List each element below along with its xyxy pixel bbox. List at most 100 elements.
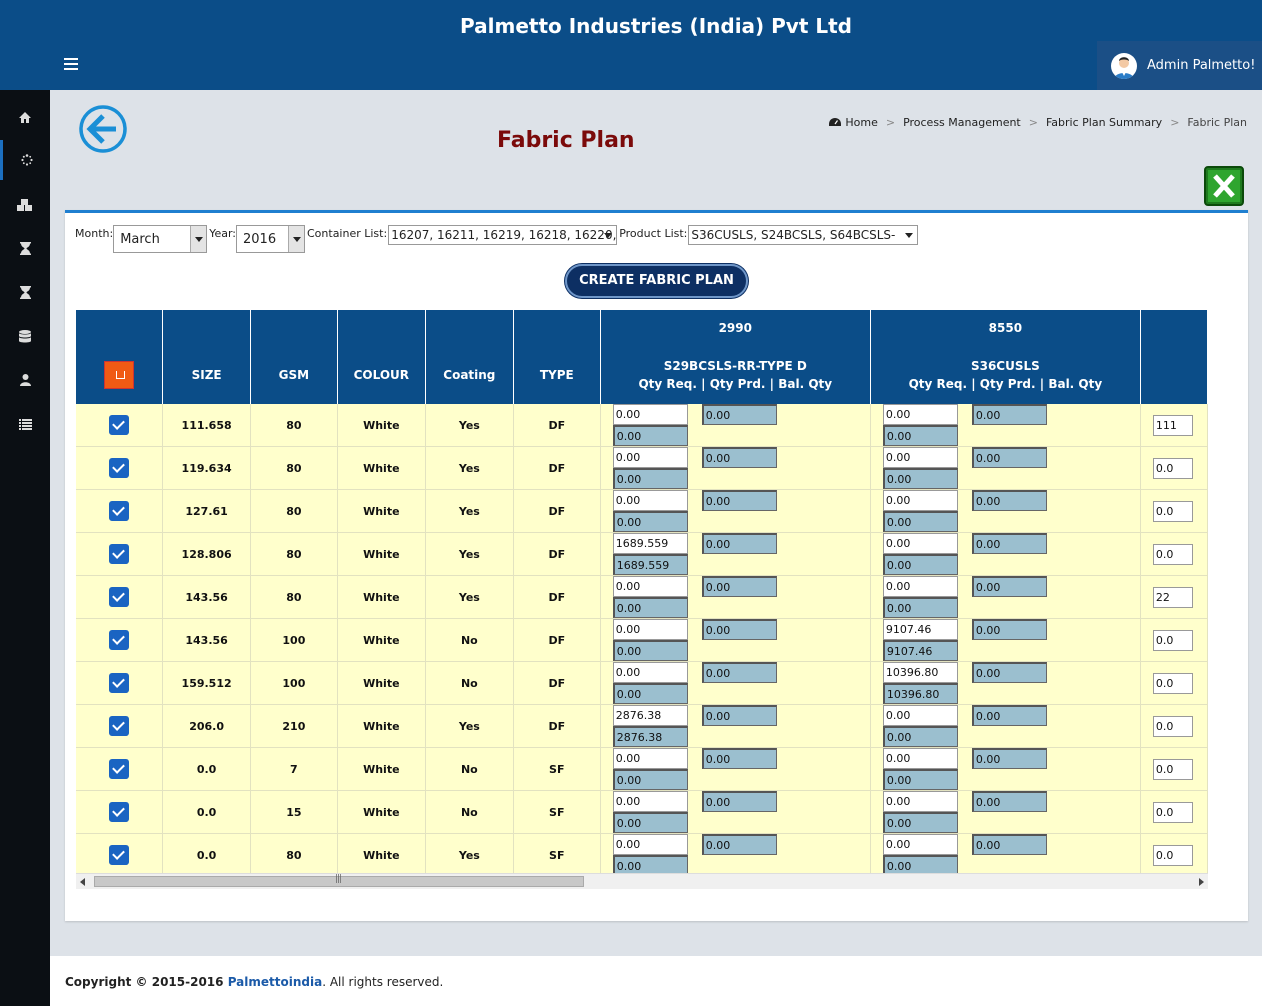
page-title: Fabric Plan [497,128,635,153]
row-checkbox[interactable] [109,845,130,865]
qty-required-input[interactable]: 0.00 [612,791,688,812]
row-select-cell [76,747,164,791]
qty-required-input[interactable]: 1689.559 [612,533,688,554]
row-select-cell [76,575,164,619]
qty-required-input[interactable]: 0.0 [1152,715,1193,737]
qty-produced-field: 0.00 [701,662,777,683]
qty-balance-field: 0.00 [882,425,958,446]
qty-required-input[interactable]: 9107.46 [882,619,958,640]
scroll-left-icon[interactable] [80,878,85,886]
row-checkbox[interactable] [109,802,130,822]
sidebar-item-process[interactable] [0,140,50,180]
qty-required-input[interactable]: 0.00 [882,404,958,425]
product-name: S29BCSLS-RR-TYPE D [663,359,807,373]
cell-coating: No [425,661,514,705]
scrollbar-thumb[interactable] [94,874,584,887]
qty-required-input[interactable]: 111 [1152,414,1193,436]
container-list-select[interactable]: 16207, 16211, 16219, 16218, 16220, [388,225,618,245]
sidebar-item-list[interactable] [0,404,50,444]
qty-required-input[interactable]: 0.00 [882,447,958,468]
qty-required-input[interactable]: 0.00 [882,748,958,769]
cell-qty-group: 0.0 [1140,618,1208,662]
qty-required-input[interactable]: 0.00 [612,748,688,769]
cubes-icon [17,198,32,211]
qty-required-input[interactable]: 0.0 [1152,629,1193,651]
cell-gsm: 100 [250,618,338,662]
menu-toggle-icon[interactable] [64,58,78,70]
month-value: March [120,232,160,247]
breadcrumb-process-management[interactable]: Process Management [903,116,1021,129]
product-list-select[interactable]: S36CUSLS, S24BCSLS, S64BCSLS- [688,225,919,245]
cell-coating: No [425,618,514,662]
horizontal-scrollbar[interactable] [76,873,1208,889]
group-header-empty [337,310,426,346]
cell-qty-group: 0.0 [1140,704,1208,748]
qty-required-input[interactable]: 0.0 [1152,672,1193,694]
sidebar-brand-block [0,0,50,90]
qty-required-input[interactable]: 0.0 [1152,500,1193,522]
qty-required-input[interactable]: 0.00 [882,705,958,726]
qty-required-input[interactable]: 0.00 [612,662,688,683]
copyright-link[interactable]: Palmettoindia [227,975,323,989]
row-checkbox[interactable] [109,759,130,779]
qty-required-input[interactable]: 0.0 [1152,543,1193,565]
create-fabric-plan-button[interactable]: CREATE FABRIC PLAN [565,264,748,298]
qty-balance-field: 0.00 [612,769,688,790]
month-select[interactable]: March [113,225,208,253]
row-checkbox[interactable] [109,630,130,650]
breadcrumb-home[interactable]: Home [845,116,878,129]
sidebar-item-cubes[interactable] [0,185,50,225]
row-checkbox[interactable] [109,716,130,736]
sidebar-item-hourglass-2[interactable] [0,272,50,312]
qty-required-input[interactable]: 0.0 [1152,457,1193,479]
cell-qty-group: 22 [1140,575,1208,619]
qty-produced-field: 0.00 [971,404,1047,425]
qty-required-input[interactable]: 0.00 [882,490,958,511]
qty-required-input[interactable]: 0.0 [1152,801,1193,823]
hourglass-icon [19,285,31,299]
row-checkbox[interactable] [109,544,130,564]
qty-required-input[interactable]: 22 [1152,586,1193,608]
sidebar-item-database[interactable] [0,316,50,356]
sidebar-item-home[interactable] [0,97,50,137]
row-checkbox[interactable] [109,673,130,693]
year-select[interactable]: 2016 [236,225,305,253]
row-checkbox[interactable] [109,458,130,478]
qty-required-input[interactable]: 0.00 [882,533,958,554]
qty-required-input[interactable]: 0.00 [882,576,958,597]
cell-qty-group: 0.00 0.000.00 [600,661,871,705]
select-all-checkbox[interactable] [104,361,135,389]
cell-coating: No [425,790,514,834]
row-select-cell [76,790,164,834]
qty-required-input[interactable]: 0.0 [1152,844,1193,866]
qty-required-input[interactable]: 0.00 [612,490,688,511]
back-button[interactable] [79,105,129,155]
qty-required-input[interactable]: 0.00 [612,404,688,425]
cell-qty-group: 0.00 0.000.00 [600,489,871,533]
export-excel-button[interactable] [1204,166,1244,206]
cell-size: 0.0 [162,833,252,873]
row-checkbox[interactable] [109,501,130,521]
row-checkbox[interactable] [109,415,130,435]
qty-required-input[interactable]: 0.00 [612,834,688,855]
qty-required-input[interactable]: 0.00 [612,619,688,640]
breadcrumb-fabric-plan-summary[interactable]: Fabric Plan Summary [1045,116,1163,129]
sidebar-item-user[interactable] [0,360,50,400]
qty-required-input[interactable]: 0.0 [1152,758,1193,780]
qty-balance-field: 0.00 [612,425,688,446]
qty-required-input[interactable]: 10396.80 [882,662,958,683]
qty-balance-field: 0.00 [882,597,958,618]
qty-required-input[interactable]: 0.00 [882,834,958,855]
qty-required-input[interactable]: 0.00 [612,447,688,468]
cell-colour: White [337,575,426,619]
cell-qty-group: 0.00 0.000.00 [600,790,871,834]
scroll-right-icon[interactable] [1199,878,1204,886]
sidebar-item-hourglass-1[interactable] [0,228,50,268]
qty-required-input[interactable]: 2876.38 [612,705,688,726]
qty-required-input[interactable]: 0.00 [882,791,958,812]
year-label: Year: [209,227,236,240]
qty-required-input[interactable]: 0.00 [612,576,688,597]
user-menu[interactable]: Admin Palmetto! [1097,41,1262,90]
row-checkbox[interactable] [109,587,130,607]
filter-bar: Month: March Year: 2016 Container List: … [75,225,920,253]
